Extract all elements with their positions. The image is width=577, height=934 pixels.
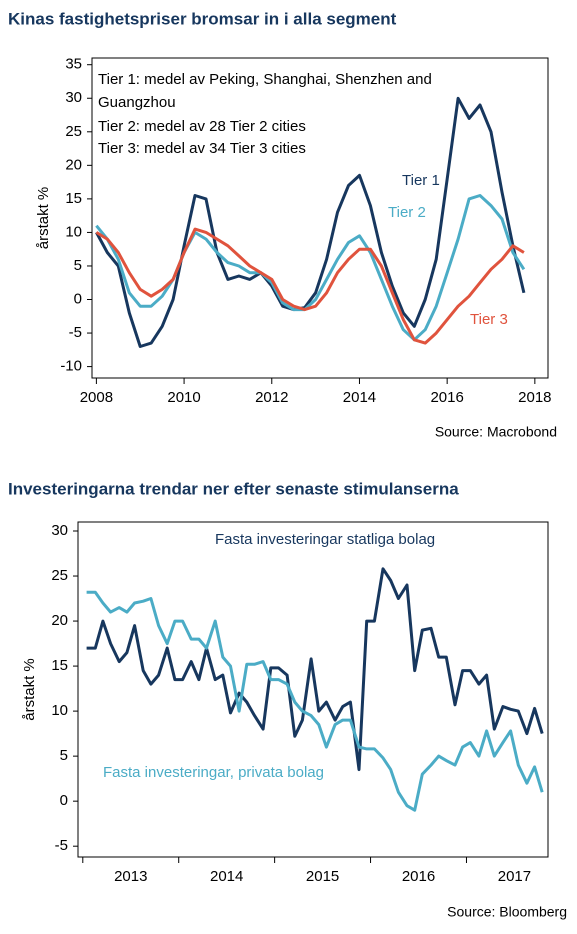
y-tick-label: -5 — [69, 324, 82, 341]
y-tick-label: -10 — [60, 358, 82, 375]
y-tick-label: 10 — [51, 702, 68, 719]
y-tick-label: 30 — [65, 89, 82, 106]
plot-frame — [77, 521, 549, 858]
x-tick-label: 2018 — [518, 389, 551, 406]
y-tick-label: 25 — [65, 123, 82, 140]
y-tick-label: 20 — [65, 156, 82, 173]
x-tick-label: 2017 — [498, 868, 531, 885]
series-label: Fasta investeringar statliga bolag — [215, 531, 435, 548]
plot-frame — [91, 57, 549, 379]
y-axis-label: årstakt % — [35, 187, 52, 250]
chart-title: Kinas fastighetspriser bromsar in i alla… — [8, 9, 397, 28]
series-line — [86, 567, 544, 772]
annotation: Tier 3: medel av 34 Tier 3 cities — [98, 140, 306, 157]
y-tick-label: 5 — [74, 257, 82, 274]
series-label: Tier 1 — [402, 172, 440, 189]
x-tick-label: 2013 — [114, 868, 147, 885]
source: Source: Macrobond — [435, 424, 557, 440]
x-tick-label: 2015 — [306, 868, 339, 885]
series-line — [95, 194, 526, 342]
y-tick-label: 20 — [51, 612, 68, 629]
y-tick-label: 35 — [65, 56, 82, 73]
annotation: Tier 1: medel av Peking, Shanghai, Shenz… — [98, 71, 432, 88]
y-tick-label: -5 — [55, 837, 68, 854]
x-tick-label: 2016 — [430, 389, 463, 406]
y-tick-label: 5 — [60, 747, 68, 764]
y-tick-label: 25 — [51, 567, 68, 584]
x-tick-label: 2014 — [343, 389, 376, 406]
x-tick-label: 2008 — [80, 389, 113, 406]
series-line — [86, 590, 544, 812]
series-line — [95, 227, 525, 345]
y-tick-label: 0 — [60, 792, 68, 809]
source: Source: Bloomberg — [447, 904, 567, 920]
series-label: Fasta investeringar, privata bolag — [103, 764, 324, 781]
x-tick-label: 2012 — [255, 389, 288, 406]
y-tick-label: 15 — [65, 190, 82, 207]
series-line — [95, 96, 526, 348]
x-tick-label: 2016 — [402, 868, 435, 885]
series-label: Tier 3 — [470, 311, 508, 328]
annotation: Tier 2: medel av 28 Tier 2 cities — [98, 118, 306, 135]
y-tick-label: 0 — [74, 290, 82, 307]
y-tick-label: 10 — [65, 223, 82, 240]
x-tick-label: 2010 — [167, 389, 200, 406]
y-axis-label: årstakt % — [21, 658, 38, 721]
chart-title: Investeringarna trendar ner efter senast… — [8, 479, 459, 498]
series-label: Tier 2 — [388, 204, 426, 221]
x-tick-label: 2014 — [210, 868, 243, 885]
y-tick-label: 30 — [51, 522, 68, 539]
annotation: Guangzhou — [98, 94, 176, 111]
y-tick-label: 15 — [51, 657, 68, 674]
